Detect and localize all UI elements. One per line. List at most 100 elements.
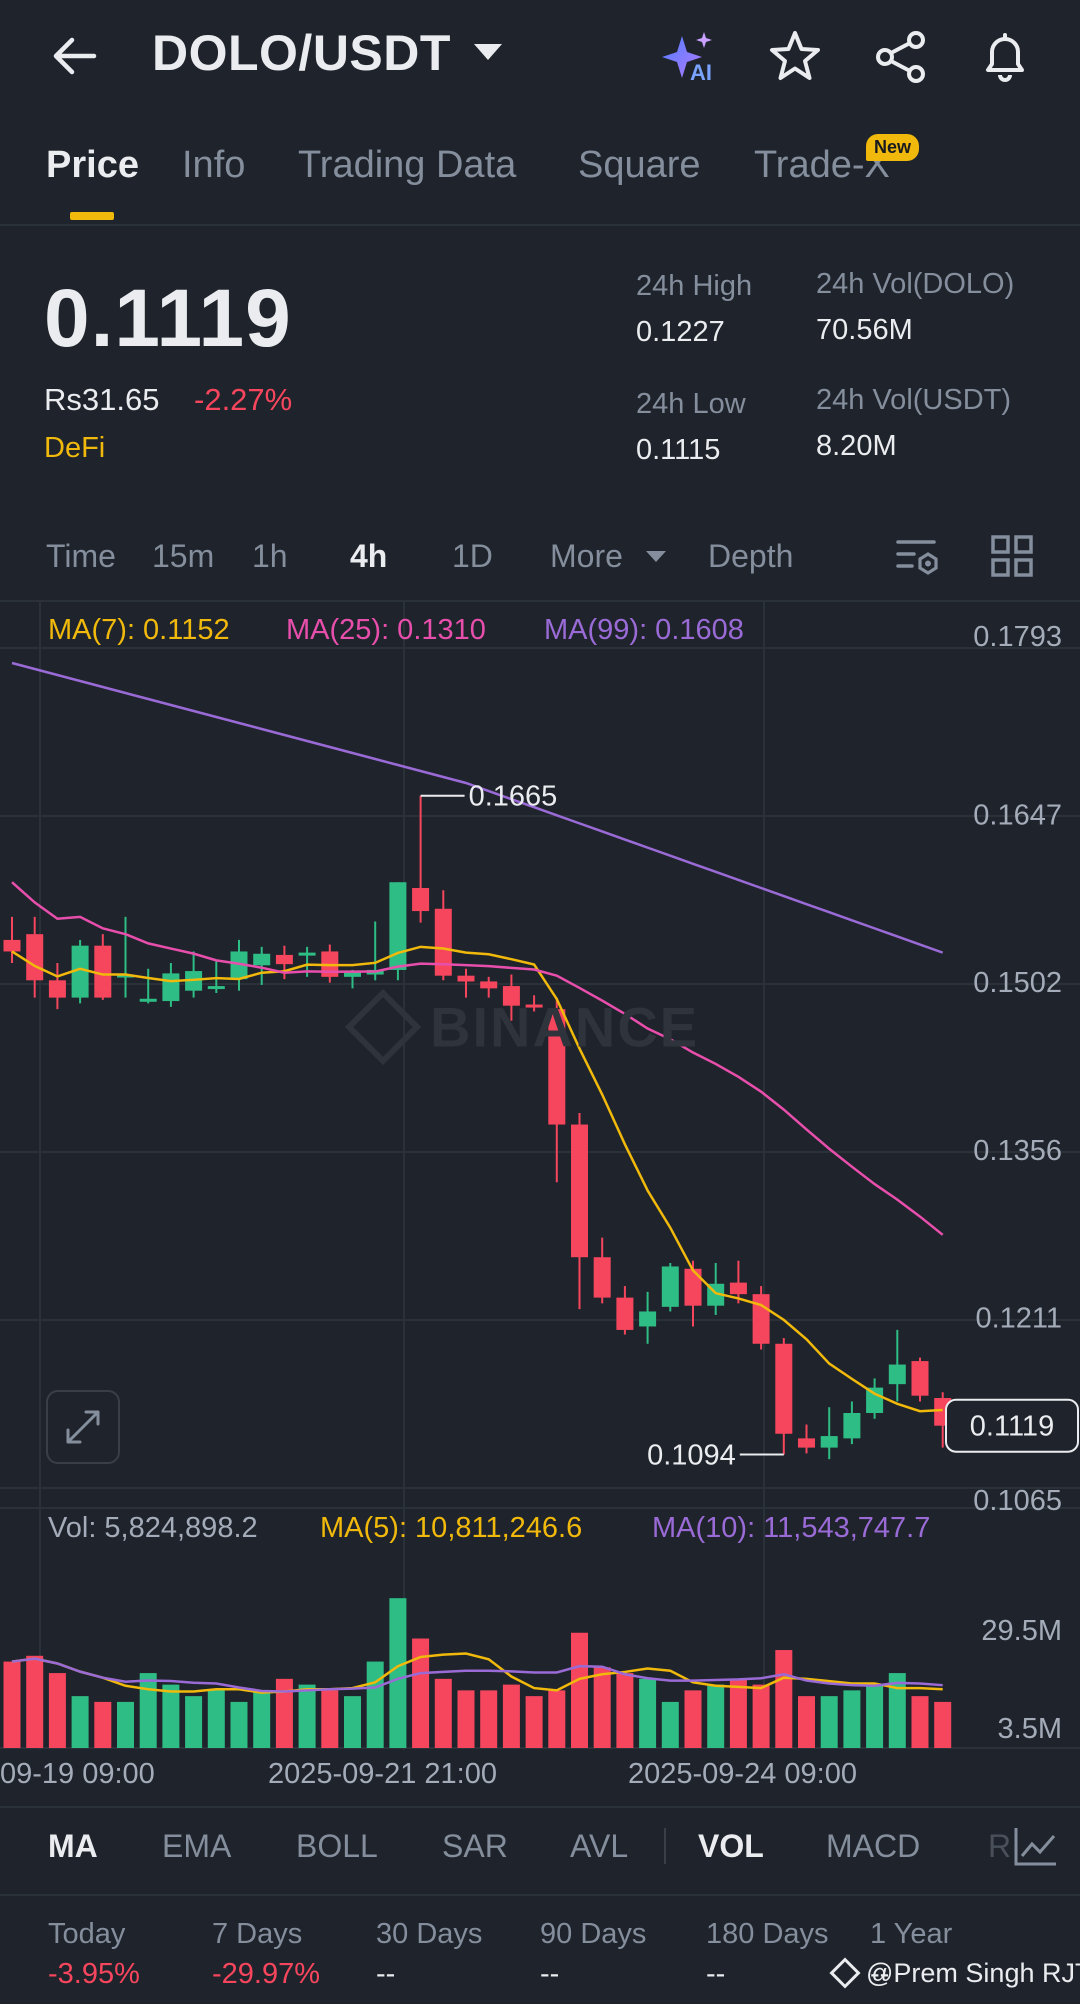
change-percent: -2.27%	[194, 382, 293, 417]
volume-bar	[866, 1684, 884, 1748]
low-value: 0.1115	[636, 434, 721, 466]
volume-bar	[820, 1696, 838, 1748]
indicator-r[interactable]: R	[988, 1828, 1012, 1864]
perf-label: 30 Days	[376, 1918, 483, 1950]
candle-body	[639, 1311, 657, 1327]
volume-bar	[94, 1701, 112, 1748]
ai-badge: AI	[690, 60, 712, 85]
ma7-legend: MA(7): 0.1152	[48, 614, 230, 646]
volume-bar	[843, 1690, 861, 1748]
chart-settings-icon[interactable]	[894, 532, 942, 580]
volume-bar	[911, 1696, 929, 1748]
high-value: 0.1227	[636, 316, 725, 348]
perf-value: --	[376, 1958, 396, 1990]
candle-body	[434, 908, 452, 976]
back-arrow-icon[interactable]	[48, 30, 100, 82]
indicator-ema[interactable]: EMA	[162, 1828, 232, 1864]
candlestick-chart[interactable]: 0.1793 0.1647 0.1502 0.1356 0.1211 0.1065 0.16…	[0, 600, 1080, 1760]
candle-body	[752, 1294, 770, 1344]
perf-label: Today	[48, 1918, 126, 1950]
volume-bar	[139, 1673, 157, 1748]
price-tick-label: 0.1065	[973, 1485, 1062, 1517]
volume-bar	[26, 1655, 44, 1748]
indicator-sar[interactable]: SAR	[442, 1828, 508, 1864]
candle-body	[616, 1297, 634, 1330]
candle-body	[571, 1124, 588, 1258]
indicator-boll[interactable]: BOLL	[296, 1828, 378, 1864]
tab-price[interactable]: Price	[46, 144, 139, 186]
volume-bar	[207, 1690, 225, 1748]
indicator-avl[interactable]: AVL	[570, 1828, 629, 1864]
volume-bar	[389, 1598, 407, 1748]
candle-body	[94, 945, 112, 998]
ma7-line	[11, 945, 943, 1413]
vol-quote-value: 8.20M	[816, 430, 897, 462]
volume-bar	[661, 1701, 679, 1748]
candle-body	[866, 1387, 884, 1413]
ai-sparkle-icon[interactable]	[660, 28, 718, 86]
tab-square[interactable]: Square	[578, 144, 701, 186]
volume-bar	[457, 1690, 475, 1748]
vol-ma10-legend: MA(10): 11,543,747.7	[652, 1512, 931, 1544]
volume-bar	[344, 1696, 361, 1748]
candle-body	[548, 1009, 566, 1125]
share-icon[interactable]	[872, 28, 930, 86]
vol-ma10-line	[11, 1657, 943, 1693]
volume-bar	[162, 1684, 180, 1748]
new-badge: New	[866, 134, 920, 161]
grid-layout-icon[interactable]	[988, 532, 1036, 580]
volume-bar	[548, 1690, 566, 1748]
volume-bar	[571, 1632, 588, 1748]
category-tag[interactable]: DeFi	[44, 432, 106, 464]
indicator-macd[interactable]: MACD	[826, 1828, 921, 1864]
interval-more[interactable]: More	[550, 538, 623, 574]
x-tick-label: 2025-09-24 09:00	[628, 1758, 857, 1790]
candle-body	[230, 951, 248, 980]
expand-chart-button[interactable]	[46, 1390, 120, 1464]
candle-body	[820, 1436, 838, 1448]
volume-bar	[48, 1673, 66, 1748]
price-tick-label: 0.1356	[973, 1135, 1062, 1167]
credit-watermark: @Prem Singh RJT	[866, 1958, 1080, 1988]
candle-body	[298, 952, 316, 956]
volume-bar	[775, 1650, 793, 1748]
caret-down-icon[interactable]	[474, 44, 502, 60]
star-icon[interactable]	[766, 28, 824, 86]
candle-body	[48, 980, 66, 998]
perf-label: 90 Days	[540, 1918, 647, 1950]
more-caret-icon[interactable]	[646, 551, 666, 562]
indicator-vol[interactable]: VOL	[698, 1828, 764, 1864]
volume-bar	[117, 1701, 134, 1748]
perf-value: --	[706, 1958, 726, 1990]
volume-bar	[321, 1690, 339, 1748]
volume-bar	[502, 1684, 520, 1748]
interval-1d[interactable]: 1D	[452, 538, 493, 574]
perf-value: -29.97%	[212, 1958, 321, 1990]
tab-trading-data[interactable]: Trading Data	[298, 144, 517, 186]
candle-body	[661, 1266, 679, 1307]
candle-body	[26, 934, 44, 981]
candle-body	[71, 945, 89, 998]
volume-tick-label: 29.5M	[981, 1615, 1062, 1647]
indicator-settings-icon[interactable]	[1012, 1824, 1060, 1868]
candle-body	[888, 1364, 906, 1385]
volume-bar	[639, 1678, 657, 1748]
interval-time[interactable]: Time	[46, 538, 116, 574]
pair-title[interactable]: DOLO/USDT	[152, 25, 451, 81]
perf-label: 1 Year	[870, 1918, 953, 1950]
interval-1h[interactable]: 1h	[252, 538, 288, 574]
active-tab-indicator	[70, 212, 114, 220]
high-marker-label: 0.1665	[469, 781, 558, 813]
interval-4h[interactable]: 4h	[350, 538, 388, 574]
credit-logo-icon	[829, 1957, 861, 1989]
tab-info[interactable]: Info	[182, 144, 246, 186]
price-tick-label: 0.1647	[973, 799, 1062, 831]
bell-icon[interactable]	[976, 28, 1034, 86]
indicator-ma[interactable]: MA	[48, 1828, 98, 1864]
interval-15m[interactable]: 15m	[152, 538, 215, 574]
volume-bar	[3, 1661, 21, 1748]
volume-bar	[275, 1678, 293, 1748]
interval-depth[interactable]: Depth	[708, 538, 794, 574]
volume-bar	[480, 1690, 498, 1748]
indicator-bar	[0, 1806, 1080, 1896]
